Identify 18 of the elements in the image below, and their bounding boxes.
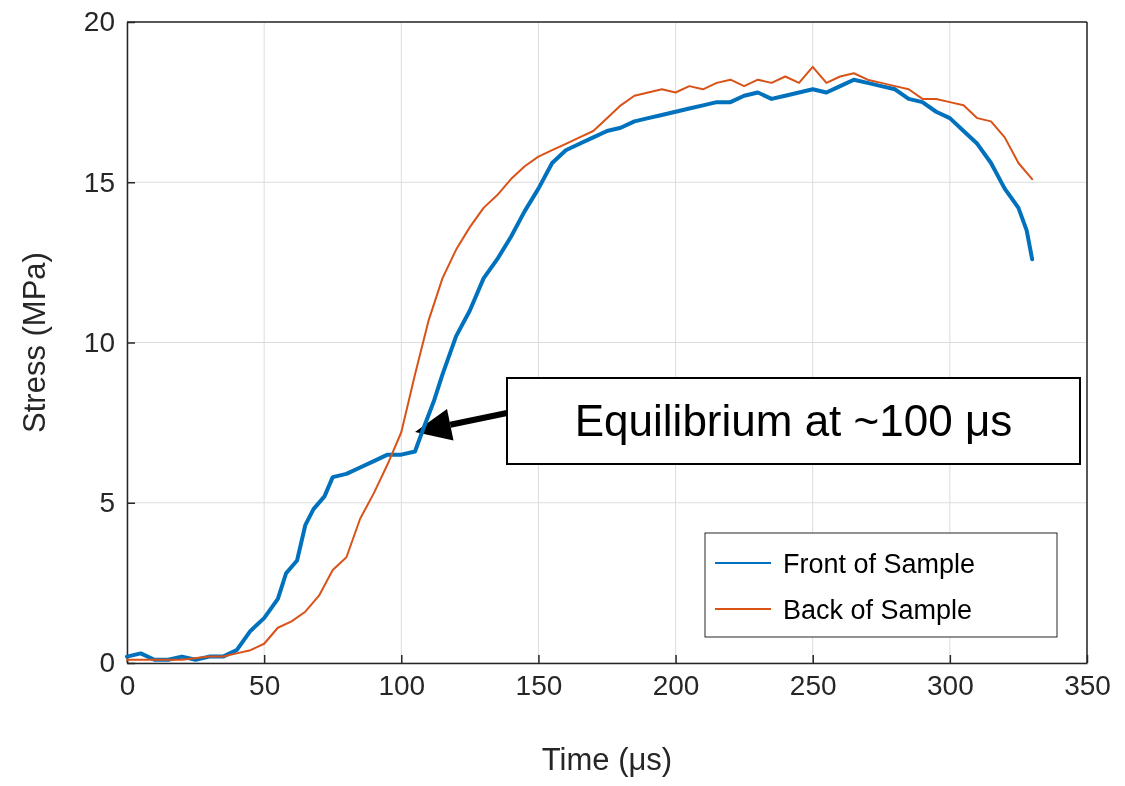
x-axis-title: Time (μs) <box>541 742 673 777</box>
y-axis-title: Stress (MPa) <box>17 252 52 433</box>
y-tick-label: 10 <box>83 326 115 358</box>
x-tick-label: 100 <box>378 669 426 701</box>
y-tick-label: 15 <box>83 166 115 198</box>
y-tick-label: 0 <box>99 647 115 679</box>
annotation: Equilibrium at ~100 μs <box>574 396 1013 445</box>
y-tick-label: 20 <box>83 6 115 38</box>
y-tick-label: 5 <box>99 487 115 519</box>
x-tick-label: 50 <box>249 669 281 701</box>
legend-label: Back of Sample <box>783 595 973 625</box>
x-tick-label: 300 <box>927 669 974 701</box>
x-tick-label: 0 <box>119 669 136 701</box>
x-tick-label: 150 <box>515 669 563 701</box>
x-tick-label: 250 <box>789 669 837 701</box>
x-tick-label: 350 <box>1064 669 1111 701</box>
x-tick-label: 200 <box>652 669 700 701</box>
legend-label: Front of Sample <box>783 549 976 579</box>
